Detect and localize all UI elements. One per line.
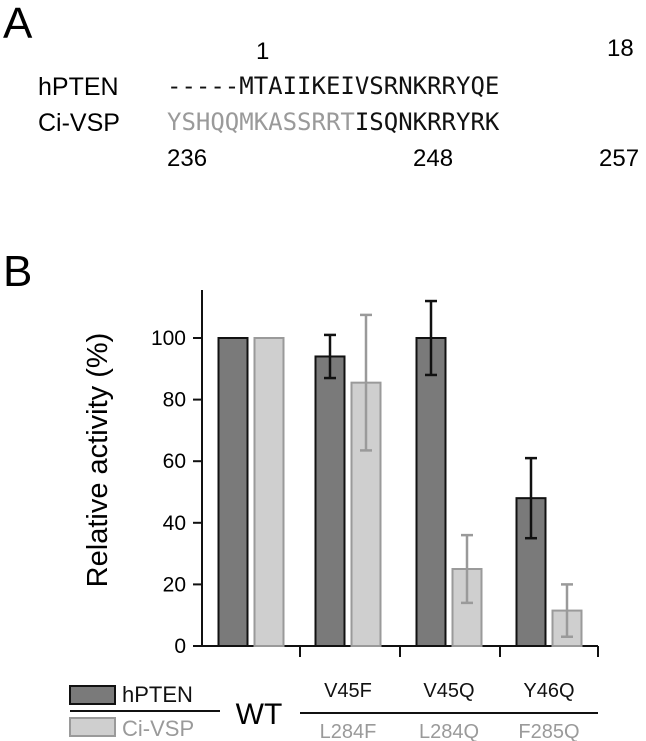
hpten-gap: ----- (167, 72, 239, 100)
panel-a-label: A (3, 0, 33, 48)
seq-number-1: 1 (256, 38, 269, 65)
y-axis-label: Relative activity (%) (82, 333, 114, 588)
category-label-l284f: L284F (320, 721, 377, 741)
seq-number-236: 236 (167, 145, 207, 172)
category-label-wt: WT (236, 698, 283, 731)
y-tick-label-0: 0 (174, 635, 186, 658)
category-label-y46q: Y46Q (523, 680, 574, 702)
bar-hpten-1 (314, 355, 346, 647)
bar-civsp-0 (253, 337, 285, 647)
category-label-f285q: F285Q (518, 721, 579, 741)
legend-label-hpten: hPTEN (122, 682, 193, 707)
seq-number-18: 18 (607, 35, 634, 62)
y-tick-label-20: 20 (163, 573, 186, 596)
legend-swatch-hpten (69, 685, 116, 705)
y-tick-label-60: 60 (163, 450, 186, 473)
panel-b-label: B (3, 247, 32, 296)
category-label-v45f: V45F (324, 680, 372, 702)
bar-hpten-2 (415, 337, 447, 647)
bar-hpten-0 (217, 337, 249, 647)
civsp-sequence: YSHQQMKASSRRTISQNKRRYRK (167, 108, 500, 136)
seq-number-248: 248 (413, 145, 453, 172)
y-tick-label-40: 40 (163, 512, 186, 535)
civsp-seq-gray: YSHQQMKASSRRT (167, 108, 355, 136)
y-tick-label-100: 100 (151, 327, 186, 350)
category-label-v45q: V45Q (423, 680, 474, 702)
row-label-hpten: hPTEN (38, 73, 119, 101)
seq-number-257: 257 (599, 145, 639, 172)
bar-chart: 0 20 40 60 80 100 (151, 290, 599, 658)
civsp-seq-black: ISQNKRRYRK (355, 108, 500, 136)
legend-label-civsp: Ci-VSP (122, 716, 194, 741)
hpten-sequence: -----MTAIIKEIVSRNKRRYQE (167, 72, 499, 100)
legend-swatch-civsp (69, 717, 116, 737)
y-tick-label-80: 80 (163, 389, 186, 412)
category-label-l284q: L284Q (419, 721, 479, 741)
row-label-civsp: Ci-VSP (38, 109, 120, 137)
hpten-seq-black: MTAIIKEIVSRNKRRYQE (239, 72, 499, 100)
